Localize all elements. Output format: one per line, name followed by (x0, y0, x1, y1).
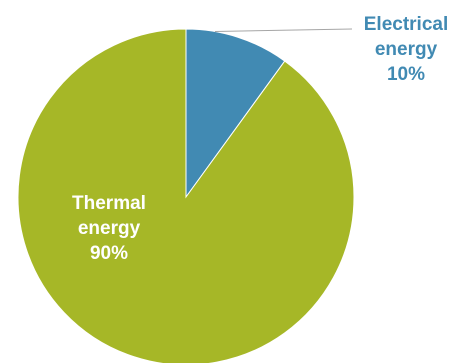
slice-label-thermal: Thermal energy 90% (48, 191, 170, 266)
pie-slice-electrical-energy (185, 28, 286, 199)
pie-slice-thermal-energy (17, 28, 355, 363)
slice-label-thermal-line1: Thermal (72, 193, 146, 214)
slice-label-electrical-percent: 10% (386, 64, 426, 85)
slice-label-thermal-percent: 90% (89, 243, 129, 264)
slice-label-electrical-line2: energy (374, 39, 438, 60)
electrical-leader-line (214, 28, 353, 32)
pie-slices (17, 28, 355, 363)
slice-label-thermal-line2: energy (77, 218, 141, 239)
slice-label-electrical: Electrical energy 10% (350, 12, 462, 87)
slice-label-electrical-line1: Electrical (363, 14, 449, 35)
